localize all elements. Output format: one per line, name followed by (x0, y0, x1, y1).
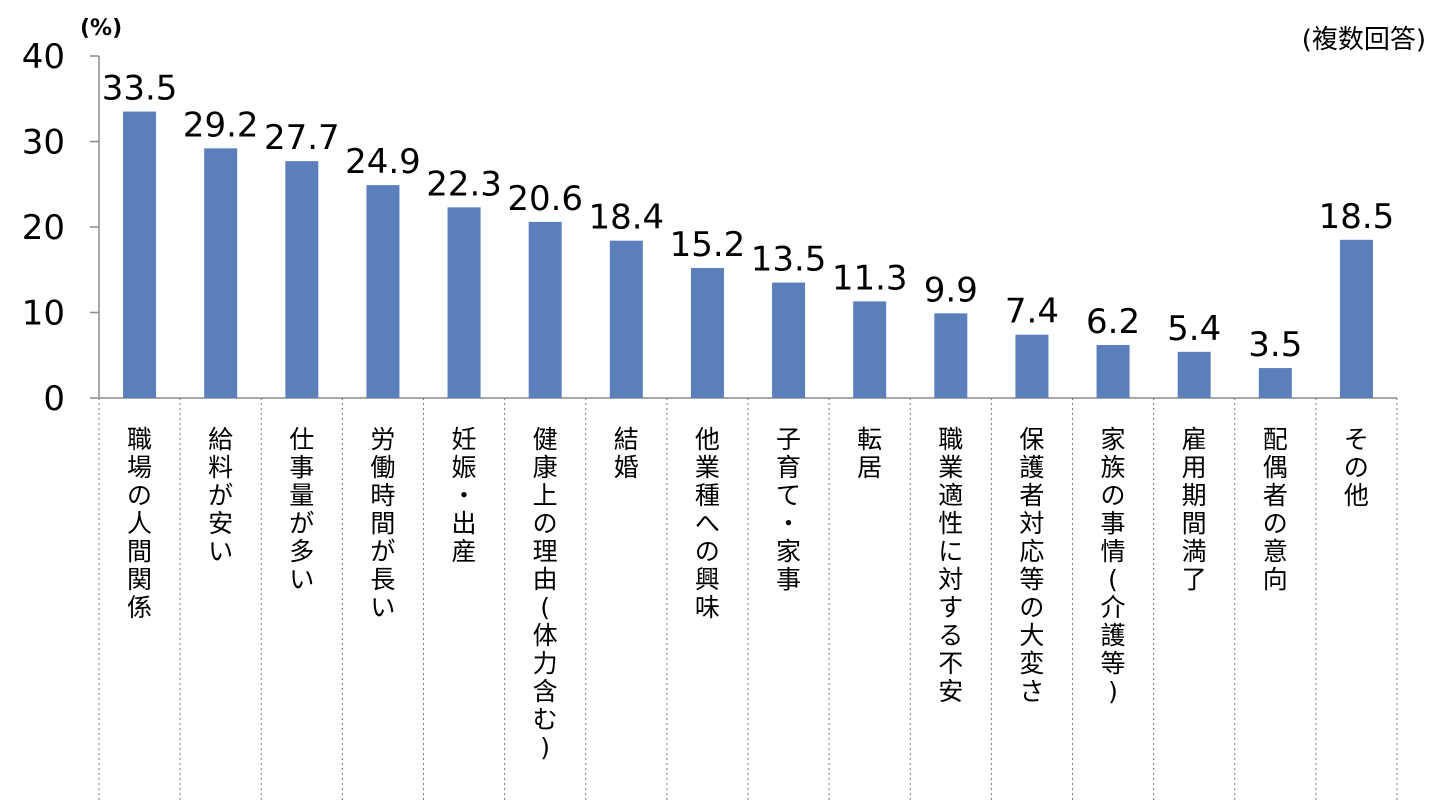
bar-value-label: 11.3 (832, 258, 908, 298)
category-labels: 職場の人間関係 給料が安い 仕事量が多い 労働時間が長い 妊娠・出産 健康上の理由(体力含… (127, 425, 1369, 762)
bar (123, 111, 157, 398)
bar (609, 240, 643, 398)
category-label: 仕事量が多い (289, 425, 314, 594)
category-label: 妊娠・出産 (452, 425, 477, 566)
bar (366, 185, 400, 398)
bar (853, 301, 887, 398)
category-label: 労働時間が長い (370, 425, 395, 622)
category-label: 雇用期間満了 (1182, 425, 1207, 594)
note-label: (複数回答) (1302, 25, 1426, 55)
bar (934, 313, 968, 398)
bar-value-label: 18.4 (588, 198, 664, 238)
bar (447, 207, 481, 398)
bar-value-label: 9.9 (924, 270, 978, 310)
axes: 0 10 20 30 40 (22, 37, 1398, 800)
bar (1258, 368, 1292, 398)
y-tick-label: 10 (22, 294, 65, 334)
category-label: その他 (1344, 425, 1369, 510)
category-label: 結婚 (614, 425, 639, 482)
category-label: 配偶者の意向 (1263, 425, 1288, 594)
category-label: 他業種への興味 (695, 425, 720, 622)
category-label: 給料が安い (208, 425, 233, 566)
y-tick-label: 20 (22, 208, 65, 248)
y-tick-label: 0 (43, 379, 65, 419)
bar-value-label: 15.2 (670, 225, 746, 265)
bar (1177, 351, 1211, 398)
bars (123, 111, 1373, 398)
bar-value-label: 18.5 (1319, 197, 1395, 237)
bar-value-label: 13.5 (751, 240, 827, 280)
data-labels: 33.529.2 27.724.922.3 20.6 18.415.2 13.5 11.3… (102, 69, 1395, 366)
bar (285, 161, 319, 398)
category-label: 職場の人間関係 (127, 425, 152, 622)
y-tick-label: 30 (22, 123, 65, 163)
category-label: 保護者対応等の大変さ (1019, 425, 1044, 706)
bar-value-label: 24.9 (345, 142, 421, 182)
bar-value-label: 29.2 (183, 105, 259, 145)
category-label: 健康上の理由(体力含む) (533, 425, 558, 762)
bar (1015, 334, 1049, 398)
bar (204, 148, 238, 398)
bar-value-label: 5.4 (1167, 309, 1221, 349)
category-label: 家族の事情(介護等) (1101, 425, 1126, 706)
y-tick-label: 40 (22, 37, 65, 77)
category-label: 子育て・家事 (776, 425, 801, 594)
bar (1339, 239, 1373, 398)
unit-label: (%) (80, 16, 122, 41)
bar-value-label: 3.5 (1248, 325, 1302, 365)
bar-value-label: 22.3 (426, 164, 502, 204)
bar (772, 282, 806, 398)
bar (528, 221, 562, 398)
bar-value-label: 20.6 (507, 179, 583, 219)
bar-value-label: 27.7 (264, 118, 340, 158)
bar (690, 268, 724, 398)
category-label: 転居 (857, 425, 882, 482)
bar (1096, 344, 1130, 398)
bar-value-label: 7.4 (1005, 292, 1059, 332)
bar-value-label: 6.2 (1086, 302, 1140, 342)
category-label: 職業適性に対する不安 (938, 425, 963, 706)
bar-value-label: 33.5 (102, 69, 178, 109)
